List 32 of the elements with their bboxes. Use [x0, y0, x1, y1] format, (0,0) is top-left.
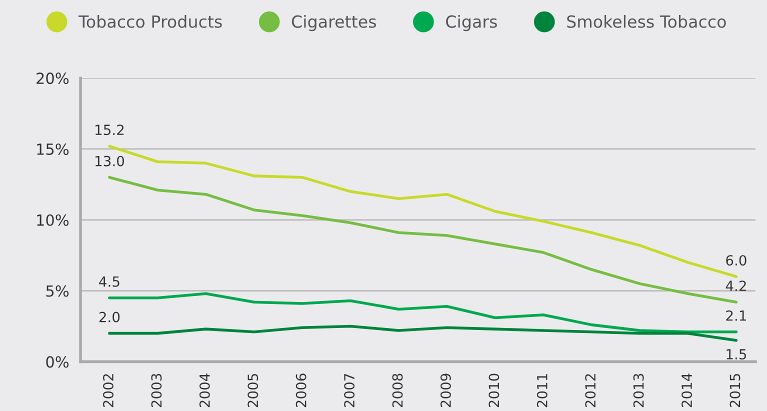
x-tick-label: 2014: [682, 374, 692, 408]
y-tick-label: 15%: [37, 143, 69, 156]
x-tick-label: 2007: [344, 374, 355, 408]
legend-label: Cigarettes: [292, 15, 376, 32]
legend-label: Tobacco Products: [78, 15, 222, 28]
x-tick-label: 2010: [488, 374, 500, 408]
data-label: 2.0: [99, 312, 120, 322]
x-tick-label: 2009: [440, 374, 451, 408]
data-label: 6.0: [726, 255, 746, 266]
data-label: 4.5: [99, 276, 120, 287]
y-tick-label: 10%: [37, 214, 69, 226]
legend-label: Cigars: [446, 15, 497, 32]
x-tick-label: 2013: [633, 374, 644, 408]
data-label: 1.5: [726, 349, 746, 360]
x-tick-label: 2012: [585, 374, 596, 408]
legend-label: Smokeless Tobacco: [567, 15, 726, 28]
x-tick-label: 2015: [730, 374, 740, 408]
data-label: 4.2: [726, 280, 746, 291]
x-tick-label: 2004: [199, 374, 210, 408]
data-label: 13.0: [96, 156, 124, 166]
data-label: 2.1: [726, 310, 746, 321]
data-label: 15.2: [96, 124, 124, 136]
x-tick-label: 2002: [102, 374, 114, 408]
x-tick-label: 2008: [392, 374, 403, 408]
y-tick-label: 5%: [46, 285, 69, 297]
x-tick-label: 2006: [296, 374, 306, 408]
x-tick-label: 2005: [248, 374, 258, 408]
y-tick-label: 20%: [36, 72, 69, 84]
x-tick-label: 2011: [536, 374, 548, 408]
x-tick-label: 2003: [151, 374, 162, 408]
y-tick-label: 0%: [46, 356, 69, 368]
line-series: [108, 324, 738, 342]
